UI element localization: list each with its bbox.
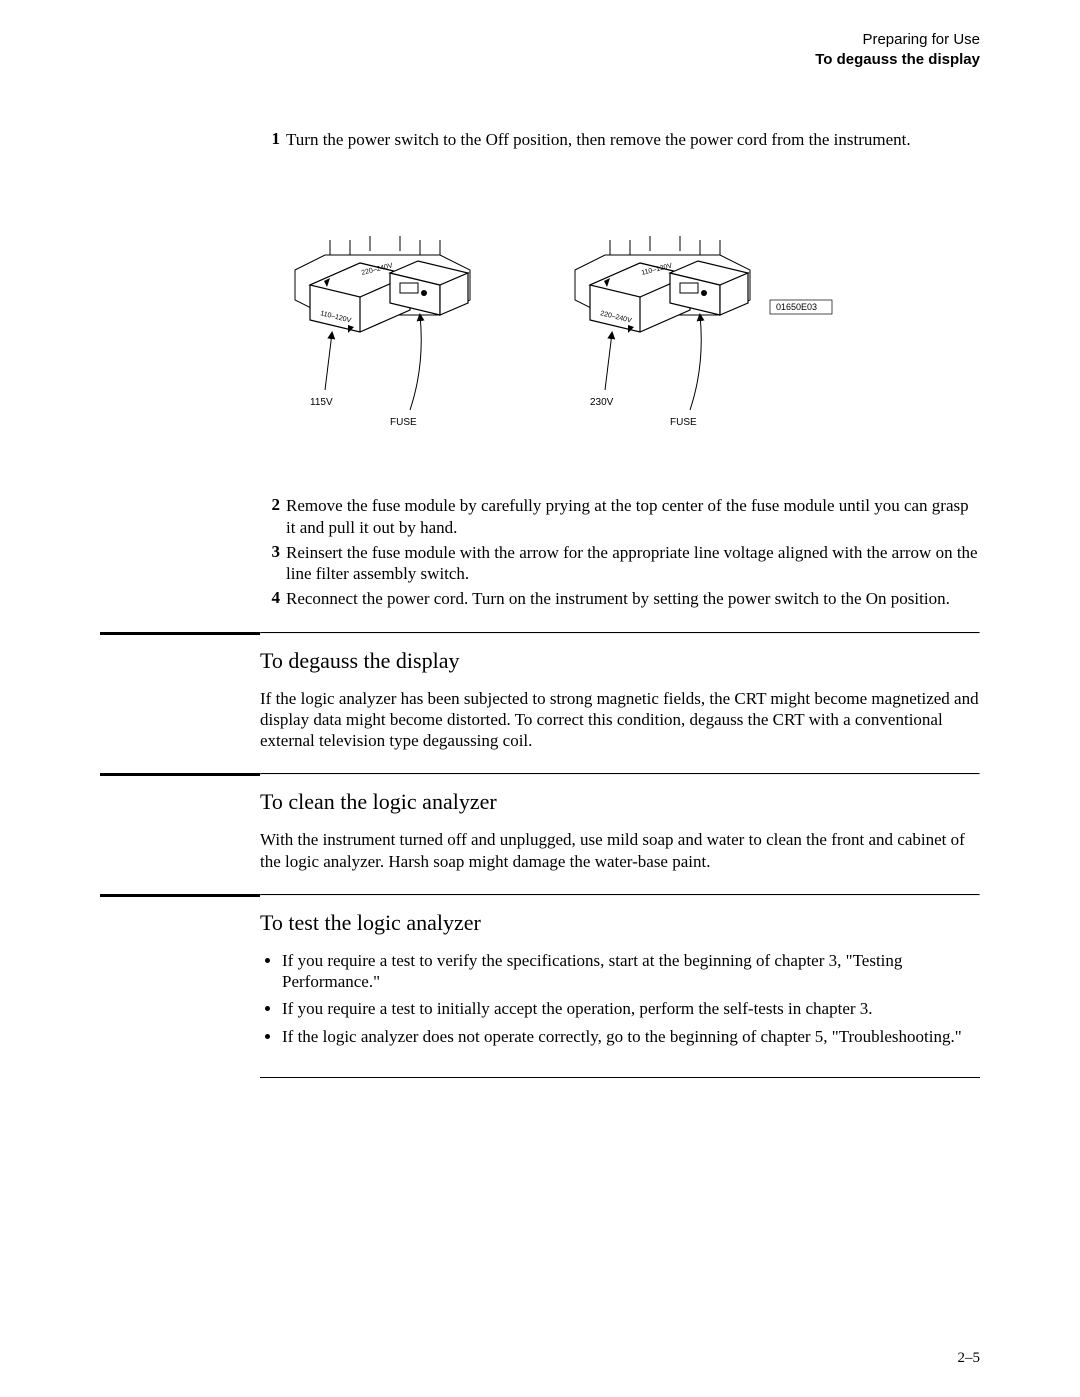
bottom-rule	[260, 1077, 980, 1078]
step-text: Reconnect the power cord. Turn on the in…	[286, 588, 980, 609]
fig-left-voltage-label: 115V	[310, 397, 333, 408]
step-text: Reinsert the fuse module with the arrow …	[286, 542, 980, 585]
content-column: 1 Turn the power switch to the Off posit…	[260, 129, 980, 1078]
section-divider	[260, 894, 980, 896]
bullet-item: If the logic analyzer does not operate c…	[282, 1026, 980, 1047]
page-number: 2–5	[958, 1350, 981, 1367]
step-text: Turn the power switch to the Off positio…	[286, 129, 980, 150]
page: Preparing for Use To degauss the display…	[0, 0, 1080, 1397]
fig-right-fuse-label: FUSE	[670, 417, 697, 428]
step-1: 1 Turn the power switch to the Off posit…	[260, 129, 980, 150]
step-number: 2	[260, 495, 280, 515]
section-title-degauss: To degauss the display	[260, 648, 980, 674]
step-number: 3	[260, 542, 280, 562]
figure-code: 01650E03	[776, 302, 817, 312]
header-line-1: Preparing for Use	[100, 30, 980, 50]
section-title-test: To test the logic analyzer	[260, 910, 980, 936]
step-2: 2 Remove the fuse module by carefully pr…	[260, 495, 980, 538]
section-title-clean: To clean the logic analyzer	[260, 789, 980, 815]
bullet-item: If you require a test to verify the spec…	[282, 950, 980, 993]
section-body-degauss: If the logic analyzer has been subjected…	[260, 688, 980, 752]
fig-left-fuse-label: FUSE	[390, 417, 417, 428]
step-number: 1	[260, 129, 280, 149]
step-3: 3 Reinsert the fuse module with the arro…	[260, 542, 980, 585]
header-line-2: To degauss the display	[100, 50, 980, 70]
bullet-item: If you require a test to initially accep…	[282, 998, 980, 1019]
test-bullets: If you require a test to verify the spec…	[260, 950, 980, 1047]
step-4: 4 Reconnect the power cord. Turn on the …	[260, 588, 980, 609]
section-body-clean: With the instrument turned off and unplu…	[260, 829, 980, 872]
fig-right-voltage-label: 230V	[590, 397, 614, 408]
figure-svg: 220–240V 110–120V 115V FUSE	[260, 195, 880, 435]
step-number: 4	[260, 588, 280, 608]
section-divider	[260, 632, 980, 634]
fuse-module-figure: 220–240V 110–120V 115V FUSE	[260, 195, 980, 440]
section-divider	[260, 773, 980, 775]
page-header: Preparing for Use To degauss the display	[100, 30, 980, 69]
step-text: Remove the fuse module by carefully pryi…	[286, 495, 980, 538]
